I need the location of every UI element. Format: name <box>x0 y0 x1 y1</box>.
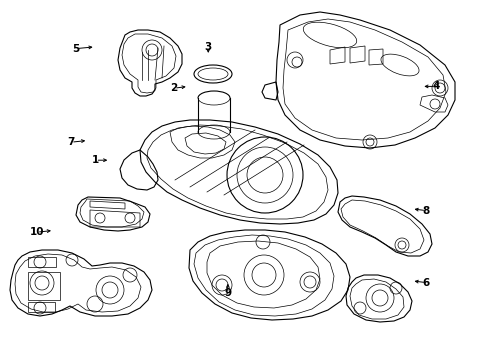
Text: 5: 5 <box>73 44 79 54</box>
Text: 8: 8 <box>423 206 430 216</box>
Text: 10: 10 <box>29 227 44 237</box>
Text: 9: 9 <box>224 288 231 298</box>
Text: 6: 6 <box>423 278 430 288</box>
Text: 4: 4 <box>432 81 440 91</box>
Text: 2: 2 <box>171 83 177 93</box>
Text: 7: 7 <box>67 137 75 147</box>
Text: 3: 3 <box>205 42 212 52</box>
Text: 1: 1 <box>92 155 99 165</box>
